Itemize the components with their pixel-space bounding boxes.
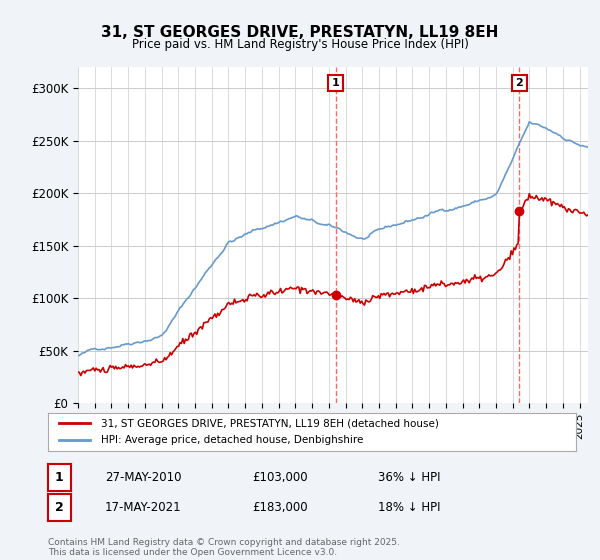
Text: £103,000: £103,000 xyxy=(252,471,308,484)
Text: 18% ↓ HPI: 18% ↓ HPI xyxy=(378,501,440,514)
Text: 27-MAY-2010: 27-MAY-2010 xyxy=(105,471,182,484)
Text: £183,000: £183,000 xyxy=(252,501,308,514)
Text: 17-MAY-2021: 17-MAY-2021 xyxy=(105,501,182,514)
Text: 1: 1 xyxy=(55,471,64,484)
Text: 36% ↓ HPI: 36% ↓ HPI xyxy=(378,471,440,484)
Text: 31, ST GEORGES DRIVE, PRESTATYN, LL19 8EH: 31, ST GEORGES DRIVE, PRESTATYN, LL19 8E… xyxy=(101,25,499,40)
Text: HPI: Average price, detached house, Denbighshire: HPI: Average price, detached house, Denb… xyxy=(101,435,363,445)
Text: Contains HM Land Registry data © Crown copyright and database right 2025.
This d: Contains HM Land Registry data © Crown c… xyxy=(48,538,400,557)
Text: 2: 2 xyxy=(55,501,64,514)
Text: 2: 2 xyxy=(515,78,523,88)
Text: 31, ST GEORGES DRIVE, PRESTATYN, LL19 8EH (detached house): 31, ST GEORGES DRIVE, PRESTATYN, LL19 8E… xyxy=(101,418,439,428)
Text: Price paid vs. HM Land Registry's House Price Index (HPI): Price paid vs. HM Land Registry's House … xyxy=(131,38,469,51)
Text: 1: 1 xyxy=(332,78,340,88)
